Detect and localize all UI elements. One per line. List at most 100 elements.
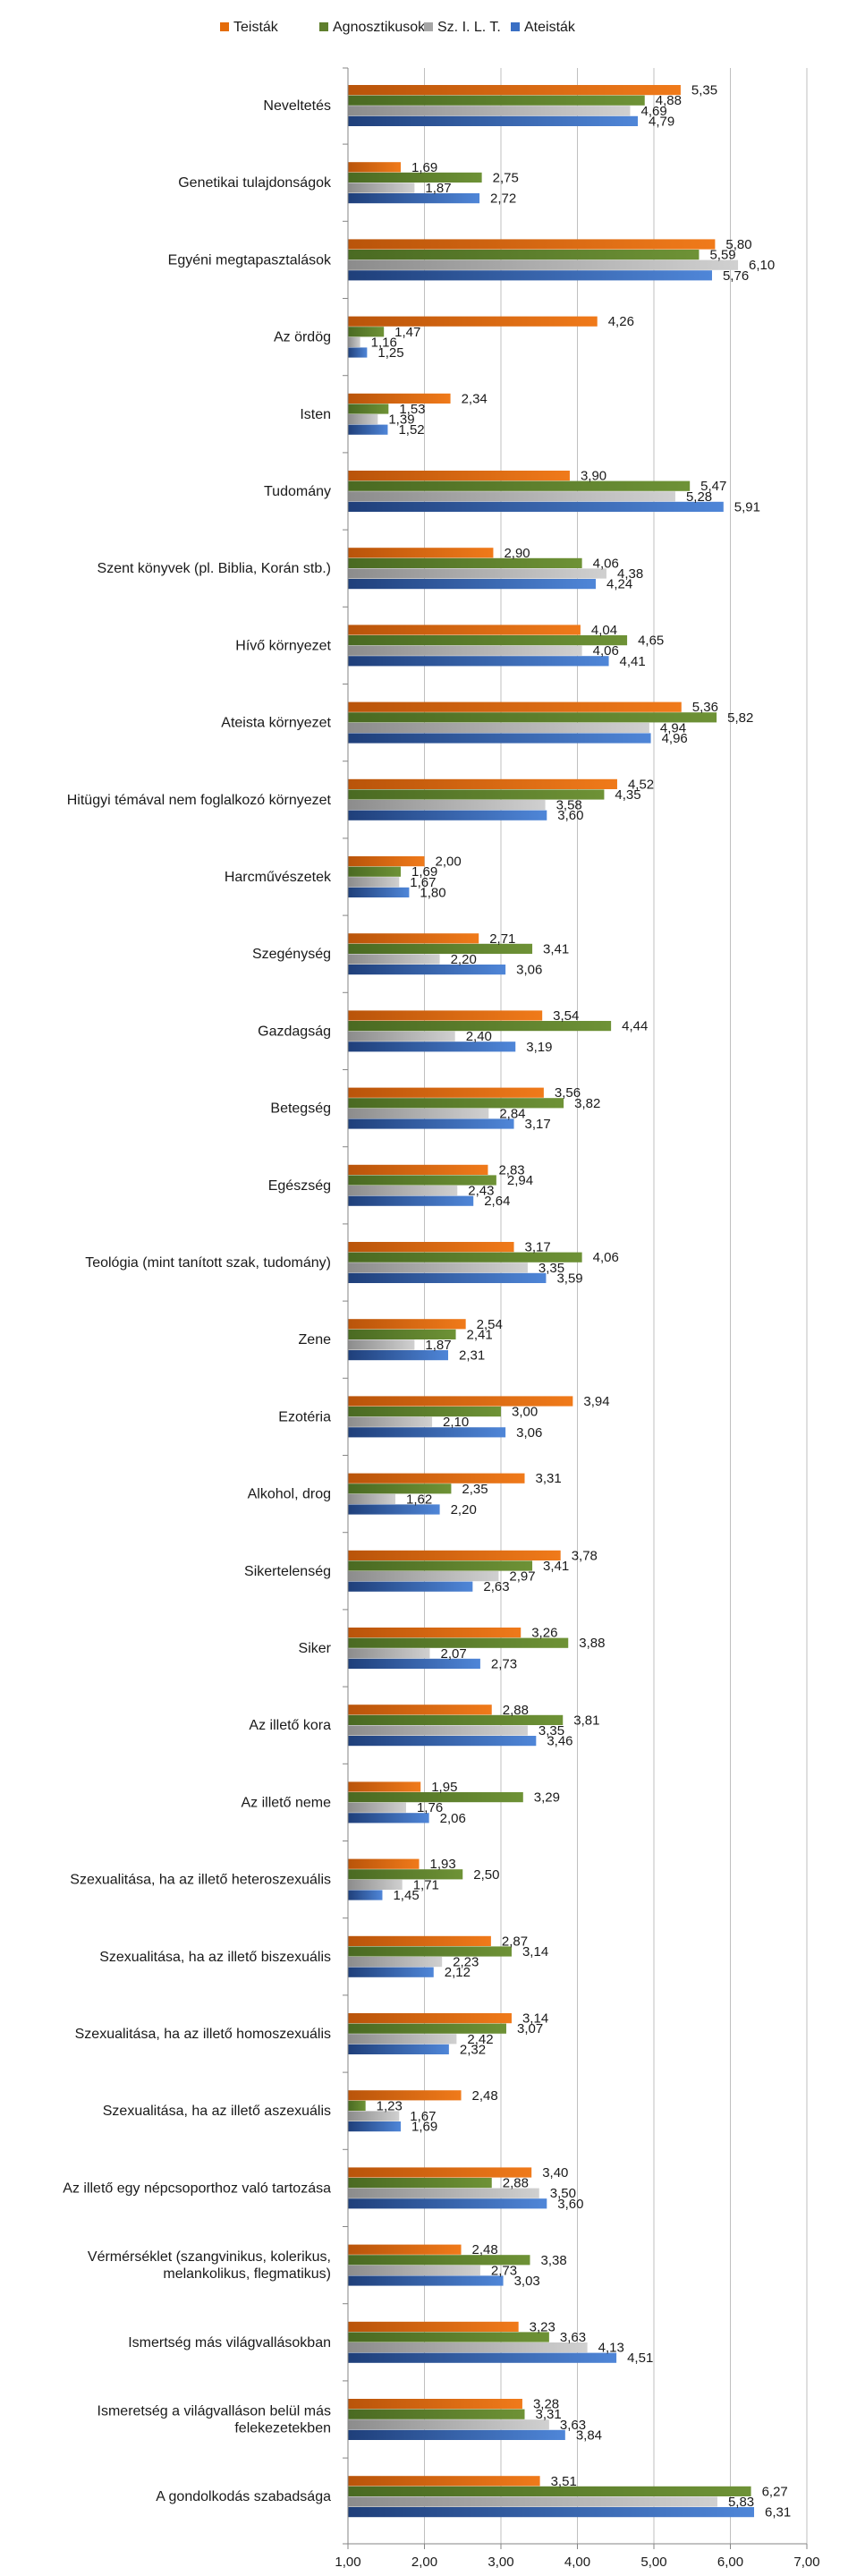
bar bbox=[348, 250, 700, 260]
value-label: 3,03 bbox=[514, 2274, 540, 2289]
value-label: 3,19 bbox=[526, 1040, 552, 1055]
bar bbox=[348, 2476, 540, 2487]
bar bbox=[348, 2321, 519, 2332]
value-label: 5,36 bbox=[692, 700, 718, 715]
category-label: Sikertelenség bbox=[244, 1564, 331, 1579]
tick-label: 2,00 bbox=[411, 2555, 437, 2570]
value-label: 2,48 bbox=[472, 2242, 498, 2257]
value-label: 4,79 bbox=[649, 114, 674, 129]
value-label: 2,84 bbox=[499, 1106, 525, 1121]
bar bbox=[348, 2090, 462, 2101]
bar bbox=[348, 1493, 396, 1504]
bar bbox=[348, 2111, 400, 2121]
value-label: 5,35 bbox=[691, 83, 717, 98]
tick-label: 7,00 bbox=[793, 2555, 819, 2570]
bar bbox=[348, 2121, 401, 2132]
value-label: 3,23 bbox=[530, 2319, 555, 2334]
bar bbox=[348, 1504, 440, 1515]
bar bbox=[348, 2100, 366, 2111]
bar bbox=[348, 414, 378, 425]
bar bbox=[348, 501, 724, 512]
value-label: 4,35 bbox=[615, 787, 640, 803]
bar bbox=[348, 1628, 522, 1638]
bar bbox=[348, 965, 506, 975]
bar bbox=[348, 1802, 406, 1813]
bar bbox=[348, 193, 480, 204]
bar bbox=[348, 404, 389, 414]
bar bbox=[348, 1571, 499, 1582]
bar bbox=[348, 471, 570, 481]
bar bbox=[348, 316, 598, 327]
value-label: 4,88 bbox=[656, 93, 682, 108]
bar bbox=[348, 491, 675, 502]
category-label: Az illető egy népcsoporthoz való tartozá… bbox=[63, 2181, 331, 2196]
bar bbox=[348, 259, 739, 270]
value-label: 1,93 bbox=[430, 1857, 456, 1872]
value-label: 1,62 bbox=[406, 1492, 432, 1507]
legend: Teisták Agnosztikusok Sz. I. L. T. Ateisták bbox=[220, 20, 576, 35]
value-label: 2,90 bbox=[504, 546, 530, 561]
value-label: 3,81 bbox=[573, 1713, 599, 1728]
bar bbox=[348, 1935, 491, 1946]
value-label: 2,94 bbox=[507, 1173, 533, 1188]
bar bbox=[348, 1329, 456, 1339]
bar bbox=[348, 789, 605, 800]
value-label: 4,44 bbox=[622, 1019, 648, 1034]
value-label: 4,06 bbox=[593, 556, 619, 571]
value-label: 5,80 bbox=[725, 237, 751, 252]
value-label: 3,35 bbox=[538, 1261, 564, 1276]
category-label: Betegség bbox=[270, 1101, 331, 1117]
value-label: 2,43 bbox=[468, 1184, 494, 1199]
bar bbox=[348, 2023, 506, 2034]
bar bbox=[348, 2034, 457, 2045]
bar bbox=[348, 557, 582, 568]
value-label: 3,82 bbox=[574, 1096, 600, 1111]
category-label: Teológia (mint tanított szak, tudomány) bbox=[85, 1255, 331, 1271]
value-label: 2,48 bbox=[472, 2088, 498, 2104]
value-label: 2,20 bbox=[451, 952, 477, 967]
value-label: 4,69 bbox=[640, 104, 666, 119]
legend-label: Sz. I. L. T. bbox=[437, 20, 501, 35]
category-labels: Neveltetés Genetikai tulajdonságok Egyéni … bbox=[63, 98, 332, 2504]
bar bbox=[348, 2198, 547, 2209]
bar bbox=[348, 1736, 537, 1747]
bar bbox=[348, 1879, 403, 1890]
bar bbox=[348, 733, 651, 744]
bar bbox=[348, 239, 716, 250]
value-label: 3,28 bbox=[533, 2397, 559, 2412]
value-label: 3,41 bbox=[543, 1559, 569, 1574]
value-label: 3,58 bbox=[556, 798, 582, 813]
value-label: 1,47 bbox=[394, 325, 420, 340]
value-label: 1,53 bbox=[399, 402, 425, 417]
category-label: Egészség bbox=[268, 1178, 331, 1194]
legend-label: Agnosztikusok bbox=[333, 20, 426, 35]
value-label: 1,69 bbox=[411, 864, 437, 880]
value-label: 3,26 bbox=[531, 1626, 557, 1641]
bar bbox=[348, 2409, 525, 2419]
value-label: 2,71 bbox=[489, 931, 515, 947]
value-label: 2,87 bbox=[502, 1934, 528, 1949]
bar bbox=[348, 1946, 512, 1957]
bar bbox=[348, 635, 628, 646]
tick-label: 5,00 bbox=[640, 2555, 666, 2570]
value-label: 1,71 bbox=[413, 1877, 439, 1892]
value-label: 3,31 bbox=[536, 2407, 562, 2422]
category-label: Hitügyi témával nem foglalkozó környezet bbox=[67, 793, 332, 808]
axis: 1,00 2,00 3,00 4,00 5,00 6,00 7,00 bbox=[335, 67, 820, 2570]
value-label: 2,73 bbox=[491, 1656, 517, 1671]
category-label: Ateista környezet bbox=[221, 716, 331, 731]
value-label: 4,94 bbox=[660, 720, 686, 735]
value-label: 6,31 bbox=[765, 2505, 791, 2521]
value-label: 6,10 bbox=[749, 258, 775, 273]
bar bbox=[348, 115, 639, 126]
value-label: 2,35 bbox=[462, 1482, 488, 1497]
value-label: 3,63 bbox=[560, 2330, 586, 2345]
bar bbox=[348, 162, 401, 173]
category-label: Az illető kora bbox=[249, 1718, 331, 1733]
value-label: 5,83 bbox=[728, 2495, 754, 2510]
value-label: 2,41 bbox=[467, 1327, 493, 1342]
bar bbox=[348, 887, 410, 897]
bar bbox=[348, 1087, 544, 1098]
category-label: Gazdagság bbox=[258, 1024, 331, 1039]
bar bbox=[348, 810, 547, 820]
